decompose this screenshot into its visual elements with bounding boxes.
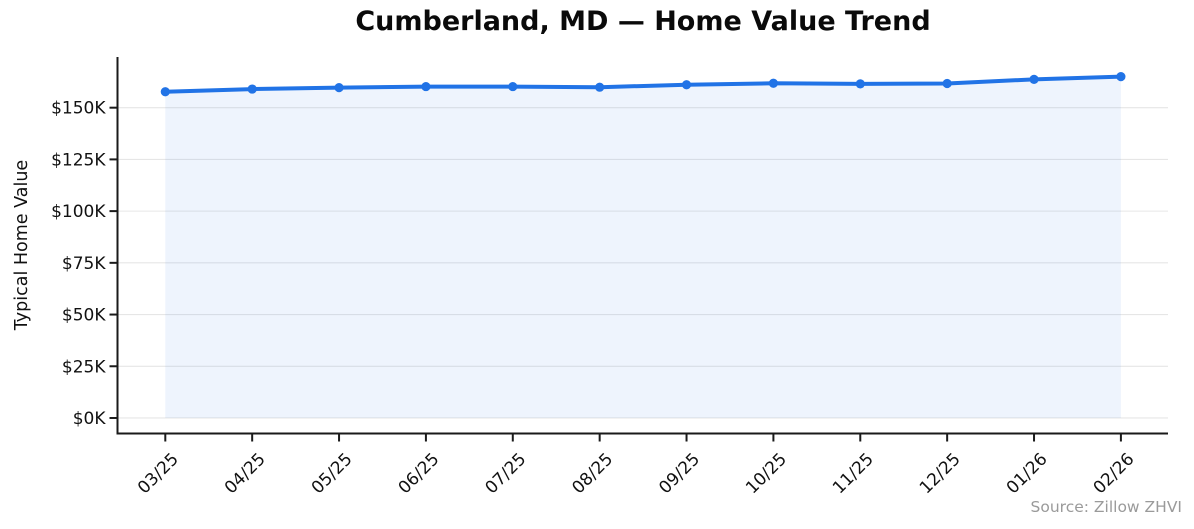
x-tick-label: 09/25 xyxy=(655,449,704,498)
data-point-07/25 xyxy=(508,81,518,92)
data-point-09/25 xyxy=(681,80,692,90)
y-tick-label: $50K xyxy=(62,306,106,326)
trend-line xyxy=(163,74,1123,94)
data-point-11/25 xyxy=(855,79,865,89)
x-tick-label: 07/25 xyxy=(482,449,531,498)
x-tick-label: 08/25 xyxy=(568,449,617,498)
y-tick-label: $25K xyxy=(62,357,106,377)
area-fill xyxy=(165,76,1121,418)
x-tick-label: 04/25 xyxy=(221,449,270,498)
x-tick-label: 02/26 xyxy=(1090,449,1139,498)
y-tick-label: $0K xyxy=(73,409,107,429)
y-tick-label: $75K xyxy=(62,254,106,274)
data-point-12/25 xyxy=(942,78,952,89)
y-tick-label: $100K xyxy=(51,202,106,222)
y-tick-label: $150K xyxy=(51,99,106,119)
x-tick-label: 12/25 xyxy=(916,449,965,498)
x-tick-label: 05/25 xyxy=(308,449,357,498)
x-tick-label: 11/25 xyxy=(829,449,878,498)
x-tick-label: 03/25 xyxy=(134,449,183,498)
data-point-04/25 xyxy=(247,84,257,94)
data-point-10/25 xyxy=(768,78,779,88)
x-tick-label: 01/26 xyxy=(1003,449,1052,498)
y-tick-label: $125K xyxy=(51,150,106,170)
data-point-03/25 xyxy=(160,87,170,97)
source-note: Source: Zillow ZHVI xyxy=(1030,498,1182,516)
x-tick-label: 10/25 xyxy=(742,449,791,498)
data-point-08/25 xyxy=(595,82,605,92)
x-tick-label: 06/25 xyxy=(395,449,444,498)
data-point-02/26 xyxy=(1116,72,1126,82)
data-point-05/25 xyxy=(334,83,344,93)
data-point-06/25 xyxy=(421,81,431,92)
chart-title: Cumberland, MD — Home Value Trend xyxy=(355,6,931,37)
data-point-01/26 xyxy=(1029,74,1039,84)
